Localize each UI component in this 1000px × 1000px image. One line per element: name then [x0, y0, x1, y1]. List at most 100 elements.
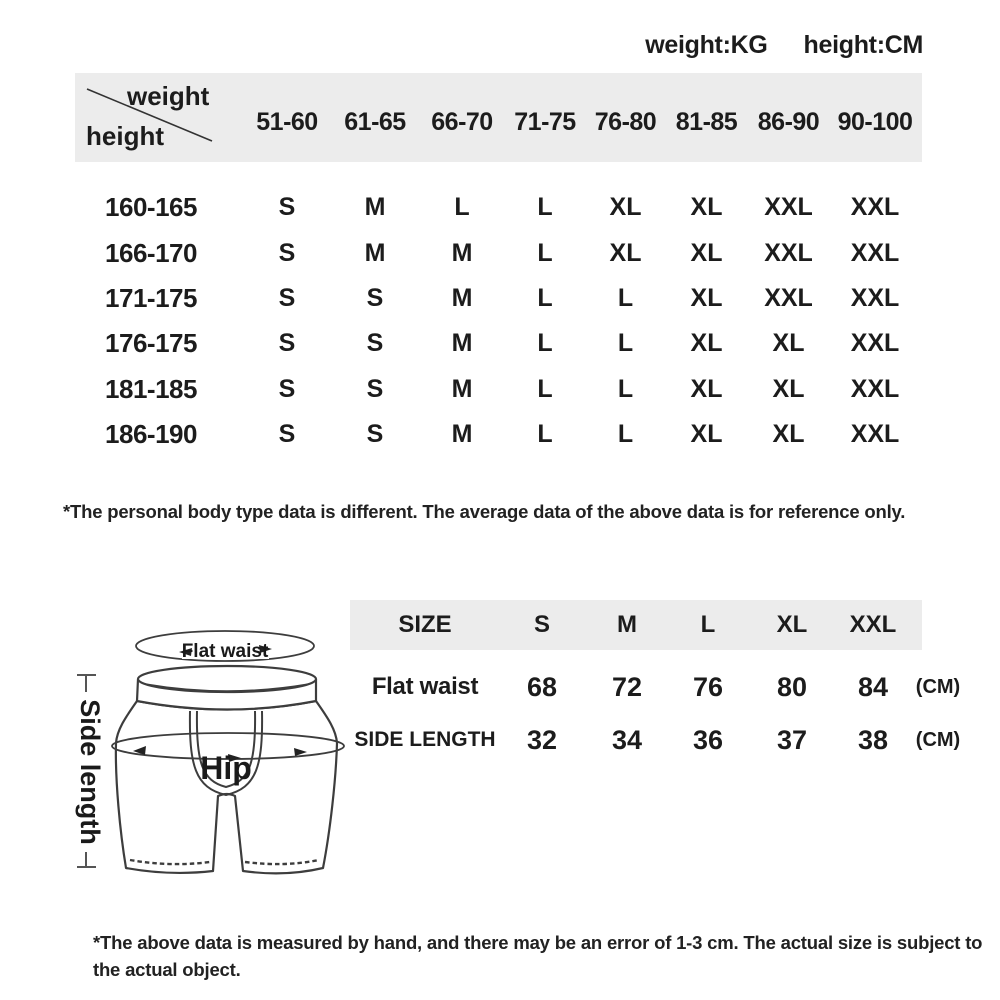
hip-diagram-label: Hip	[200, 750, 252, 786]
reference-note: *The personal body type data is differen…	[63, 501, 906, 522]
size-cell: L	[537, 329, 553, 358]
corner-weight-label: weight	[127, 81, 210, 111]
measurement-header-band	[350, 600, 922, 650]
size-cell: XXL	[764, 283, 813, 312]
measurement-value: 76	[692, 671, 724, 702]
size-chart-table: weight height 51-60 61-65 66-70 71-75 76…	[75, 73, 922, 457]
unit-label: (CM)	[915, 728, 961, 751]
flat-waist-row-label: Flat waist	[371, 673, 479, 700]
size-cell: XXL	[764, 238, 813, 267]
size-cell: L	[454, 193, 470, 222]
flat-waist-label-bg	[182, 640, 269, 659]
table-row: 181-185 S S M L L XL XL XXL	[75, 367, 922, 412]
units-note: weight:KG height:CM	[645, 31, 923, 60]
weight-range-header: 61-65	[344, 108, 406, 136]
footer-disclaimer-line: *The above data is measured by hand, and…	[93, 932, 983, 953]
size-cell: M	[451, 329, 473, 358]
size-cell: XXL	[850, 193, 900, 222]
weight-range-header: 71-75	[514, 108, 576, 136]
size-cell: XL	[772, 420, 805, 449]
size-cell: XXL	[764, 193, 813, 222]
waistband-inner-rim	[144, 683, 310, 692]
size-cell: S	[278, 374, 296, 403]
size-cell: L	[617, 420, 634, 449]
footer-disclaimer-line: the actual object.	[93, 959, 241, 980]
size-cell: L	[617, 283, 634, 312]
height-range-label: 176-175	[105, 328, 197, 359]
size-cell: S	[366, 329, 384, 358]
measurement-value: 72	[611, 671, 643, 702]
corner-cell: weight height	[75, 73, 243, 162]
size-cell: XL	[690, 283, 723, 312]
height-range-label: 171-175	[105, 282, 197, 313]
weight-range-header: 51-60	[256, 108, 318, 136]
size-cell: L	[537, 374, 553, 403]
footer-disclaimer: *The above data is measured by hand, and…	[93, 929, 982, 983]
size-cell: XXL	[850, 329, 900, 358]
measurement-header-row: SIZE S M L XL XXL	[350, 600, 990, 650]
table-row: SIDE LENGTH 32 34 36 37 38 (CM)	[350, 712, 990, 768]
measurement-value: 80	[776, 671, 808, 702]
height-range-label: 181-185	[105, 373, 197, 404]
measurement-value: 37	[776, 724, 808, 755]
size-chart-body: 160-165 S M L L XL XL XXL XXL 166-170 S …	[75, 185, 922, 457]
size-cell: M	[451, 238, 473, 267]
size-chart-header-row: weight height 51-60 61-65 66-70 71-75 76…	[75, 73, 922, 162]
weight-range-header: 66-70	[431, 108, 493, 136]
measurement-value: 34	[611, 724, 643, 755]
hem-stitching	[129, 858, 320, 866]
size-cell: XL	[690, 374, 723, 403]
height-unit-label: height:CM	[803, 31, 924, 59]
size-cell: XL	[772, 329, 805, 358]
size-column-header: XXL	[849, 611, 897, 638]
size-cell: S	[366, 283, 384, 312]
size-column-header: SIZE	[398, 611, 452, 638]
size-cell: M	[451, 374, 473, 403]
flat-waist-diagram-label: Flat waist	[182, 641, 269, 662]
side-length-label-bg	[71, 692, 103, 852]
size-column-header: S	[533, 611, 550, 638]
size-cell: L	[537, 193, 553, 222]
size-column-header: M	[617, 611, 637, 638]
unit-label: (CM)	[915, 675, 961, 698]
size-cell: L	[617, 374, 634, 403]
size-cell: L	[537, 283, 553, 312]
size-cell: L	[537, 238, 553, 267]
side-length-diagram-label: Side length	[75, 699, 105, 845]
size-cell: XL	[690, 238, 723, 267]
flat-waist-arrow-icon	[179, 645, 272, 656]
table-row: 186-190 S S M L L XL XL XXL	[75, 412, 922, 457]
size-cell: XL	[609, 238, 642, 267]
table-row: 176-175 S S M L L XL XL XXL	[75, 321, 922, 366]
size-cell: XL	[609, 193, 642, 222]
measurement-value: 32	[526, 724, 558, 755]
size-cell: XXL	[850, 283, 900, 312]
measurement-value: 36	[692, 724, 724, 755]
height-range-label: 160-165	[105, 192, 197, 223]
size-cell: L	[537, 420, 553, 449]
weight-range-header: 76-80	[594, 108, 657, 136]
measurement-value: 84	[857, 671, 889, 702]
size-cell: S	[278, 193, 296, 222]
corner-height-label: height	[86, 121, 164, 151]
diagonal-divider	[86, 88, 213, 142]
size-cell: S	[278, 238, 296, 267]
boxer-shorts-diagram: Flat waist Hip Side length	[71, 630, 345, 875]
weight-range-header: 86-90	[757, 108, 820, 136]
size-column-header: XL	[776, 611, 808, 638]
size-cell: XXL	[850, 420, 900, 449]
flat-waist-measure-ellipse	[135, 630, 315, 662]
table-row: 160-165 S M L L XL XL XXL XXL	[75, 185, 922, 230]
size-cell: M	[451, 283, 473, 312]
table-row: 171-175 S S M L L XL XXL XXL	[75, 276, 922, 321]
table-row: Flat waist 68 72 76 80 84 (CM)	[350, 662, 990, 712]
waistband-opening	[136, 664, 318, 694]
size-cell: S	[278, 420, 296, 449]
size-cell: XXL	[850, 238, 900, 267]
size-cell: S	[366, 374, 384, 403]
pouch-seam	[188, 710, 264, 797]
table-row: 166-170 S M M L XL XL XXL XXL	[75, 230, 922, 275]
size-cell: XL	[690, 193, 723, 222]
size-cell: XL	[690, 420, 723, 449]
measurement-table: SIZE S M L XL XXL Flat waist 68 72 76 80…	[350, 600, 990, 768]
